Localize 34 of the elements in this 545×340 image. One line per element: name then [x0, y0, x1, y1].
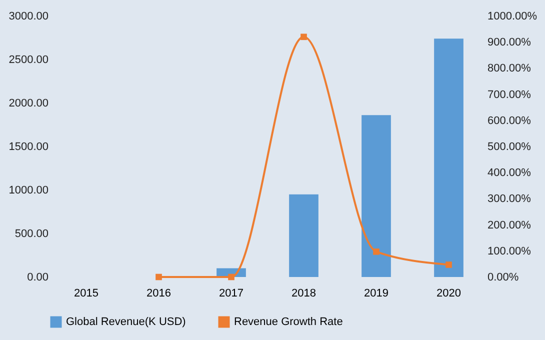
x-tick-label: 2017 — [219, 288, 244, 300]
y2-tick-label: 700.00% — [488, 88, 532, 101]
x-tick-label: 2015 — [74, 288, 98, 300]
y-tick-label: 500.00 — [14, 228, 48, 240]
x-tick-label: 2018 — [292, 288, 316, 300]
y-tick-label: 1000.00 — [8, 184, 48, 196]
point — [373, 248, 380, 255]
y2-tick-label: 1000.00% — [488, 10, 538, 22]
y2-tick-label: 0.00% — [488, 272, 519, 284]
y2-tick-label: 800.00% — [488, 62, 532, 75]
y-tick-label: 3000.00 — [8, 10, 48, 22]
bar — [362, 115, 391, 277]
point — [228, 274, 234, 280]
y2-tick-label: 100.00% — [488, 245, 532, 258]
y2-tick-label: 200.00% — [488, 219, 532, 232]
legend-label: Revenue Growth Rate — [234, 316, 343, 328]
y-tick-label: 1500.00 — [8, 141, 48, 153]
y2-tick-label: 900.00% — [488, 36, 532, 49]
bar — [434, 38, 464, 277]
point — [156, 274, 162, 280]
point — [446, 262, 452, 268]
y-tick-label: 2500.00 — [8, 54, 48, 66]
y-tick-label: 2000.00 — [8, 98, 48, 110]
x-tick-label: 2019 — [364, 288, 388, 300]
point — [300, 34, 307, 40]
legend-label: Global Revenue(K USD) — [66, 316, 186, 328]
y2-tick-label: 300.00% — [488, 193, 532, 206]
x-tick-label: 2020 — [436, 288, 461, 300]
x-tick-label: 2016 — [146, 288, 171, 300]
y2-tick-label: 600.00% — [488, 114, 532, 127]
y-tick-label: 0.00 — [27, 272, 48, 284]
y2-tick-label: 400.00% — [488, 167, 532, 180]
y2-tick-label: 500.00% — [488, 141, 532, 153]
bar — [289, 194, 318, 277]
